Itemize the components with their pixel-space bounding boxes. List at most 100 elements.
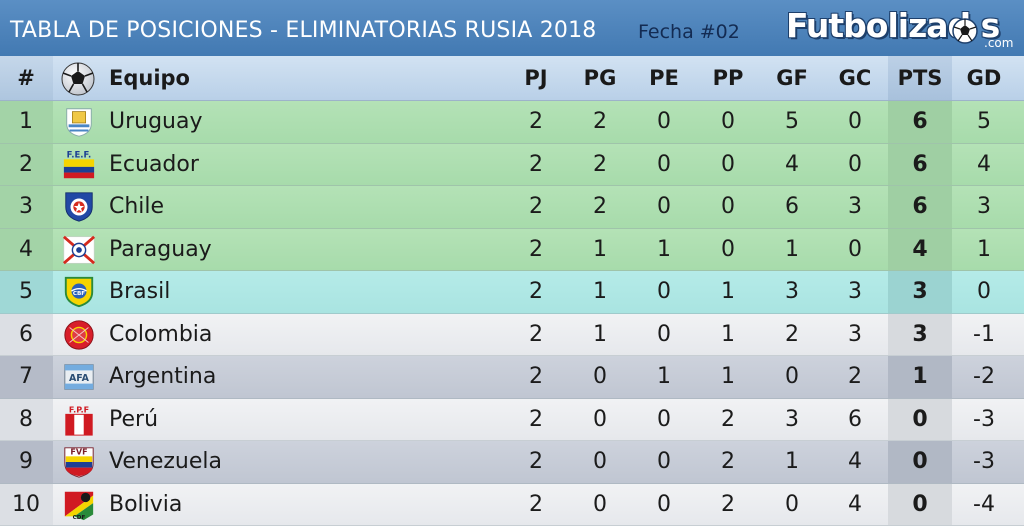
row-gc: 3 — [848, 279, 862, 305]
table-row[interactable]: 2 F.E.F. Ecuador 2 2 0 0 4 0 6 4 — [0, 143, 1024, 186]
round-label: Fecha #02 — [638, 21, 740, 43]
col-header-team: Equipo — [109, 66, 190, 90]
team-name[interactable]: Argentina — [109, 364, 217, 390]
row-gf: 2 — [785, 321, 799, 347]
row-pts: 1 — [912, 364, 928, 390]
table-row[interactable]: 7 AFA Argentina 2 0 1 1 0 2 1 -2 — [0, 356, 1024, 399]
soccer-ball-icon — [952, 18, 978, 44]
row-gd: 3 — [977, 194, 991, 220]
row-pe: 0 — [657, 449, 671, 475]
svg-text:AFA: AFA — [69, 373, 90, 384]
row-pe: 0 — [657, 321, 671, 347]
row-gc: 0 — [848, 236, 862, 262]
row-pe: 0 — [657, 194, 671, 220]
row-pp: 0 — [721, 194, 735, 220]
table-row[interactable]: 5 CBF Brasil 2 1 0 1 3 3 3 0 — [0, 271, 1024, 314]
row-position: 8 — [19, 406, 33, 432]
team-name[interactable]: Brasil — [109, 279, 171, 305]
row-pg: 1 — [593, 321, 607, 347]
row-position: 10 — [12, 491, 40, 517]
paraguay-crest-icon — [62, 235, 96, 264]
row-pe: 0 — [657, 279, 671, 305]
row-position: 4 — [19, 236, 33, 262]
row-pe: 1 — [657, 236, 671, 262]
row-gd: -1 — [973, 321, 995, 347]
row-gd: -3 — [973, 406, 995, 432]
col-header-pe: PE — [649, 66, 679, 90]
team-name[interactable]: Ecuador — [109, 151, 199, 177]
col-header-gc: GC — [838, 66, 872, 90]
site-logo[interactable]: Futbolizad s .com — [786, 4, 1022, 54]
svg-text:FVF: FVF — [70, 447, 87, 456]
col-header-pos: # — [17, 66, 35, 90]
row-gf: 5 — [785, 109, 799, 135]
team-name[interactable]: Venezuela — [109, 449, 222, 475]
row-position: 2 — [19, 151, 33, 177]
team-name[interactable]: Perú — [109, 406, 159, 432]
row-gc: 4 — [848, 491, 862, 517]
row-pe: 0 — [657, 406, 671, 432]
row-pj: 2 — [529, 151, 543, 177]
row-pts: 3 — [912, 321, 928, 347]
table-row[interactable]: 9 FVF Venezuela 2 0 0 2 1 4 0 -3 — [0, 441, 1024, 484]
row-gf: 0 — [785, 491, 799, 517]
soccer-ball-icon — [61, 62, 95, 96]
table-row[interactable]: 8 F.P.F Perú 2 0 0 2 3 6 0 -3 — [0, 398, 1024, 441]
team-name[interactable]: Paraguay — [109, 236, 212, 262]
row-pj: 2 — [529, 194, 543, 220]
team-name[interactable]: Chile — [109, 194, 165, 220]
row-pts: 6 — [912, 109, 928, 135]
row-pj: 2 — [529, 279, 543, 305]
row-gf: 1 — [785, 449, 799, 475]
row-pg: 1 — [593, 279, 607, 305]
row-pts: 6 — [912, 194, 928, 220]
row-gd: 4 — [977, 151, 991, 177]
table-row[interactable]: 3 Chile 2 2 0 0 6 3 6 3 — [0, 186, 1024, 229]
title-bar: TABLA DE POSICIONES - ELIMINATORIAS RUSI… — [0, 0, 1024, 56]
row-gf: 3 — [785, 406, 799, 432]
svg-text:F.P.F: F.P.F — [69, 405, 89, 414]
row-gd: -4 — [973, 491, 995, 517]
row-pj: 2 — [529, 109, 543, 135]
row-pts: 3 — [912, 279, 928, 305]
row-gf: 6 — [785, 194, 799, 220]
chile-crest-icon — [65, 192, 93, 222]
row-pp: 0 — [721, 109, 735, 135]
row-gf: 0 — [785, 364, 799, 390]
table-row[interactable]: 6 Colombia 2 1 0 1 2 3 3 -1 — [0, 313, 1024, 356]
table-row[interactable]: 4 Paraguay 2 1 1 0 1 0 4 1 — [0, 228, 1024, 271]
table-row[interactable]: 1 Uruguay 2 2 0 0 5 0 6 5 — [0, 101, 1024, 144]
row-pg: 2 — [593, 194, 607, 220]
svg-text:CBF: CBF — [73, 291, 85, 297]
row-pj: 2 — [529, 364, 543, 390]
argentina-crest-icon: AFA — [64, 364, 94, 390]
bolivia-crest-icon: CDF — [64, 491, 94, 521]
row-pts: 0 — [912, 449, 928, 475]
row-gc: 3 — [848, 194, 862, 220]
standings-table: # Equipo PJ PG PE PP GF GC PTS GD 1 Urugu… — [0, 56, 1024, 526]
col-header-pj: PJ — [524, 66, 548, 90]
row-pg: 0 — [593, 406, 607, 432]
row-pp: 1 — [721, 321, 735, 347]
row-position: 9 — [19, 449, 33, 475]
row-gd: 5 — [977, 109, 991, 135]
team-name[interactable]: Bolivia — [109, 491, 183, 517]
row-pp: 2 — [721, 449, 735, 475]
row-gd: 0 — [977, 279, 991, 305]
row-gf: 4 — [785, 151, 799, 177]
team-name[interactable]: Uruguay — [109, 109, 203, 135]
row-gc: 3 — [848, 321, 862, 347]
row-pe: 0 — [657, 151, 671, 177]
col-header-pp: PP — [712, 66, 744, 90]
row-position: 1 — [19, 109, 33, 135]
row-gc: 4 — [848, 449, 862, 475]
row-gd: -3 — [973, 449, 995, 475]
row-gc: 0 — [848, 151, 862, 177]
uruguay-crest-icon — [66, 108, 92, 137]
row-position: 5 — [19, 279, 33, 305]
row-pp: 2 — [721, 491, 735, 517]
table-row[interactable]: 10 CDF Bolivia 2 0 0 2 0 4 0 -4 — [0, 483, 1024, 526]
row-pg: 1 — [593, 236, 607, 262]
row-pe: 0 — [657, 491, 671, 517]
team-name[interactable]: Colombia — [109, 321, 213, 347]
